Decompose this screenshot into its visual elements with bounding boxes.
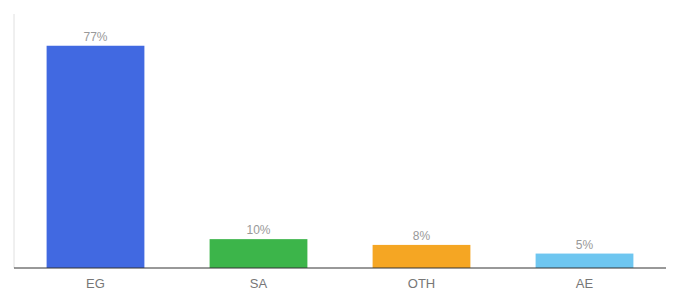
x-axis-line [14,268,666,269]
bars [47,46,634,268]
data-label: 77% [83,30,107,44]
bar [210,239,308,268]
data-labels: 77% 10% 8% 5% [83,30,593,252]
x-tick-label: EG [86,276,105,291]
x-tick-label: SA [250,276,268,291]
y-axis-line [14,14,15,268]
bar [536,254,634,268]
x-tick-label: OTH [408,276,435,291]
data-label: 5% [576,238,594,252]
x-ticks: EG SA OTH AE [86,276,593,291]
bar [47,46,145,268]
chart-container: 77% 10% 8% 5% EG SA OTH AE [0,0,680,300]
chart: 77% 10% 8% 5% EG SA OTH AE [0,0,680,300]
data-label: 10% [246,223,270,237]
x-tick-label: AE [576,276,594,291]
data-label: 8% [413,229,431,243]
bar [373,245,471,268]
